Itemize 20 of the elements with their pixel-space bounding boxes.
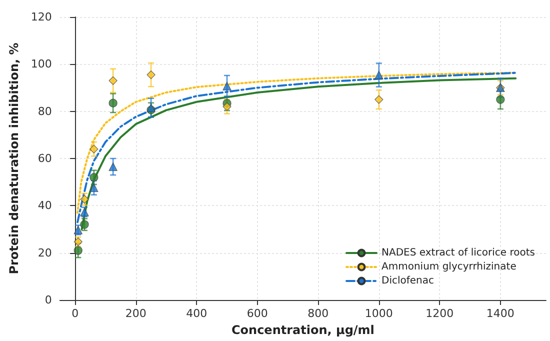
x-tick-label: 400 <box>186 307 208 320</box>
y-tick-label: 100 <box>30 58 52 71</box>
x-tick-label: 1200 <box>426 307 454 320</box>
y-tick-label: 60 <box>38 152 52 165</box>
legend-label: Diclofenac <box>382 276 434 286</box>
y-tick-label: 120 <box>30 10 52 24</box>
y-tick-label: 40 <box>38 199 52 212</box>
x-tick-label: 800 <box>308 307 329 320</box>
x-tick-label: 1400 <box>486 307 514 320</box>
x-tick-label: 0 <box>72 307 79 320</box>
y-tick-label: 20 <box>38 246 52 260</box>
y-tick-label: 80 <box>38 104 52 118</box>
legend-label: NADES extract of licorice roots <box>382 248 536 258</box>
x-tick-label: 200 <box>125 307 146 320</box>
legend-label: Ammonium glycyrrhizinate <box>382 262 516 272</box>
x-tick-label: 1000 <box>364 307 393 320</box>
y-tick-label: 0 <box>44 294 52 306</box>
y-axis-title: Protein denaturation inhibition, % <box>7 42 21 274</box>
x-tick-label: 600 <box>246 307 268 320</box>
x-axis-title: Concentration, µg/ml <box>231 323 374 337</box>
